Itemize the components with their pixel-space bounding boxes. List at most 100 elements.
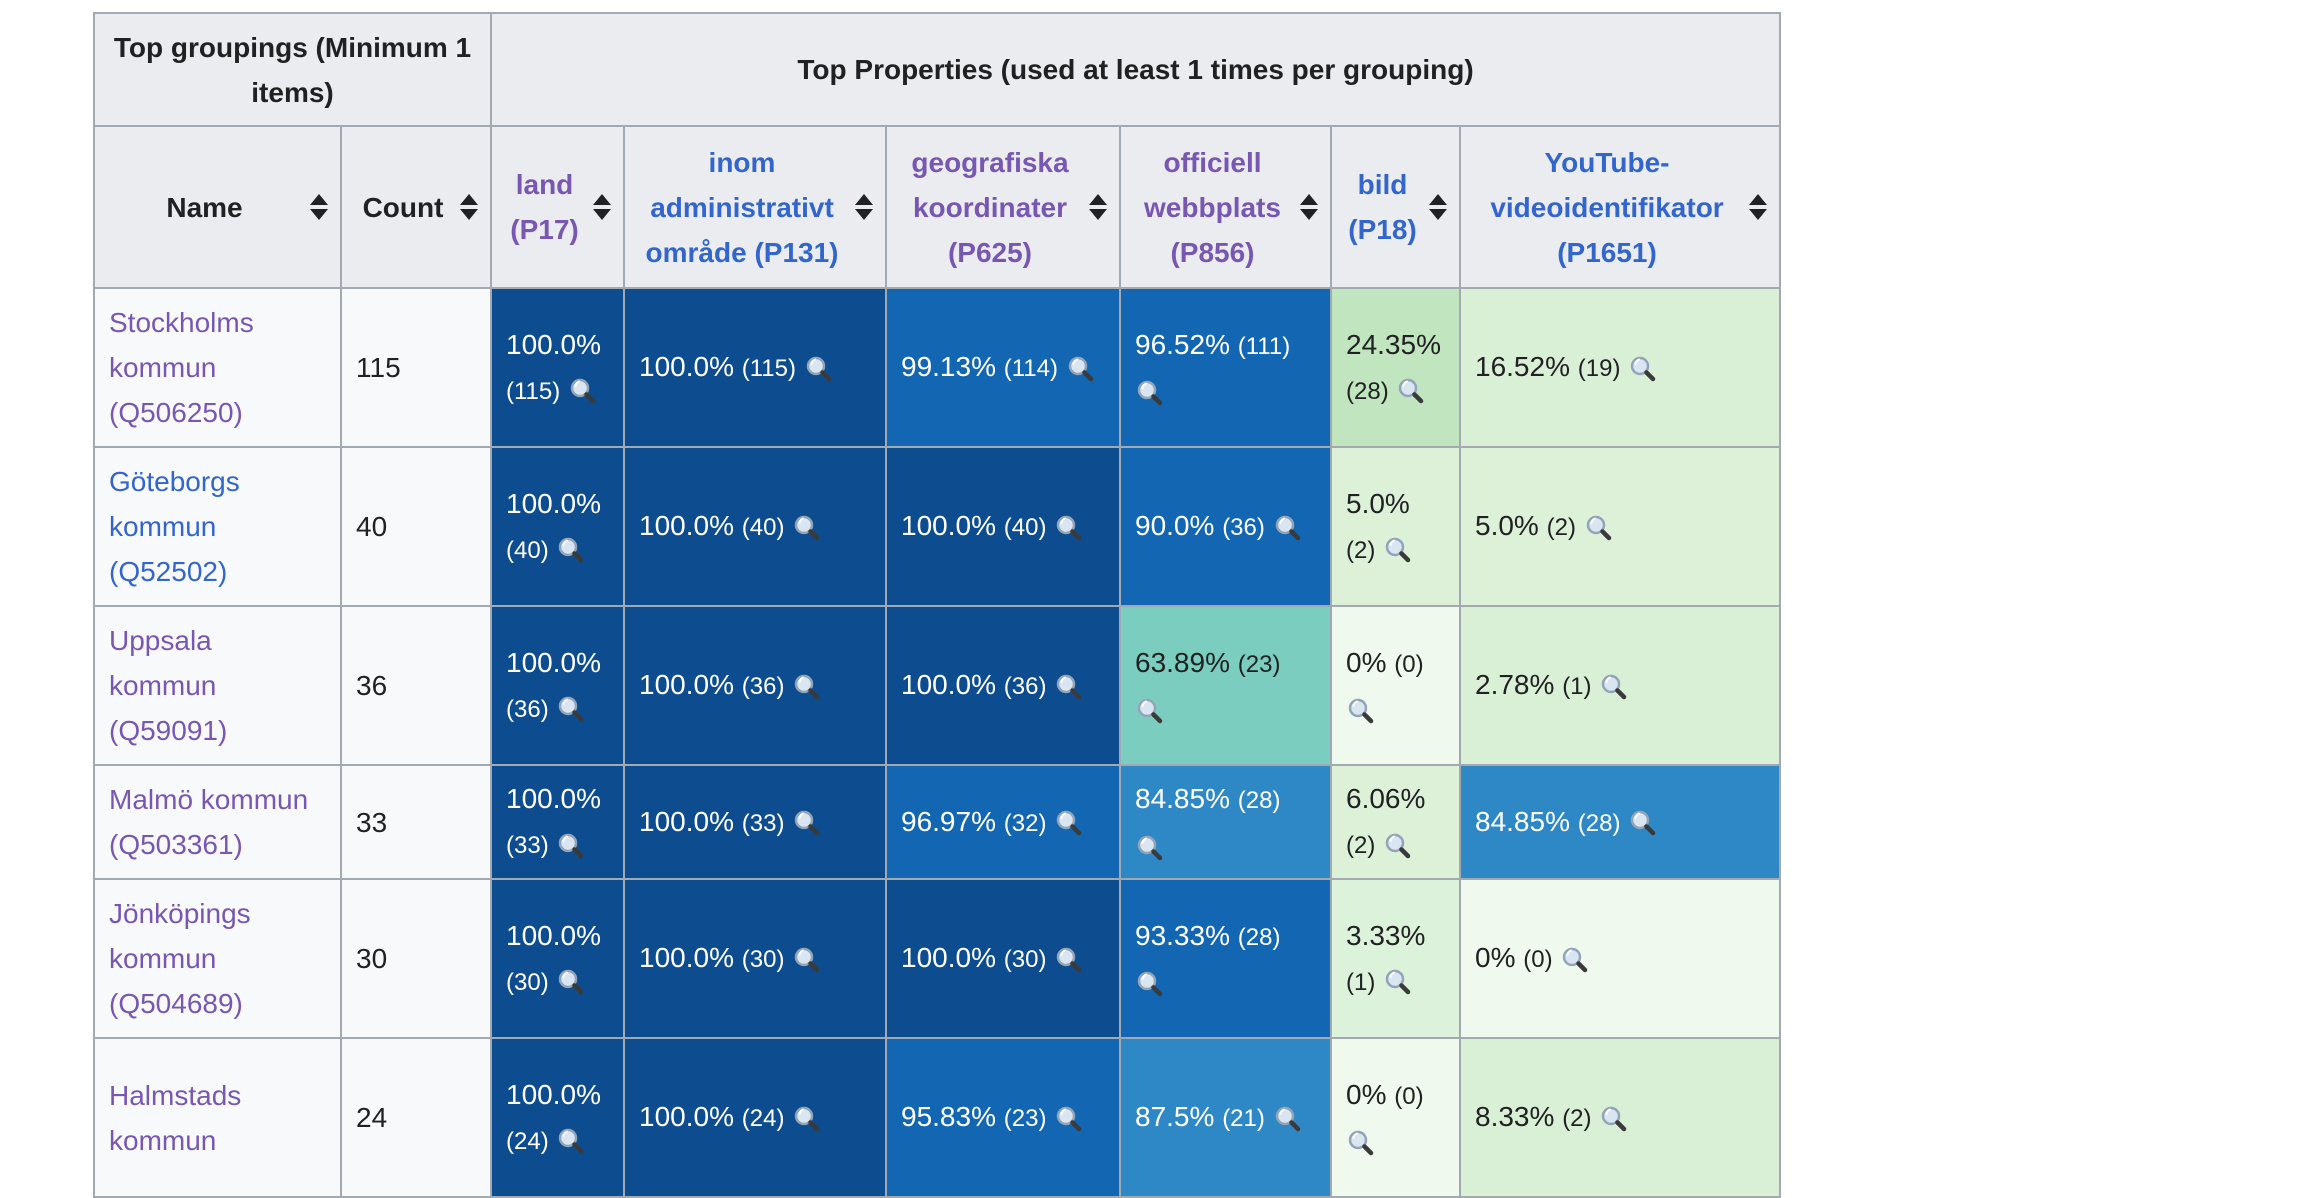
usage-count: (2) bbox=[1562, 1105, 1592, 1132]
property-link[interactable]: land (P17) bbox=[510, 169, 579, 245]
grouping-link[interactable]: Halmstads kommun bbox=[109, 1079, 242, 1156]
property-usage-cell: 95.83% (23) bbox=[885, 1037, 1121, 1198]
magnifier-icon bbox=[794, 810, 820, 836]
property-usage-cell: 100.0% (36) bbox=[623, 605, 887, 766]
property-usage-cell: 3.33% (1) bbox=[1330, 878, 1461, 1039]
magnifier-link[interactable] bbox=[1628, 354, 1658, 384]
magnifier-icon bbox=[1630, 356, 1656, 381]
magnifier-link[interactable] bbox=[1273, 513, 1303, 543]
property-column-header-p17[interactable]: land (P17) bbox=[490, 125, 625, 289]
usage-percentage: 100.0% bbox=[639, 351, 734, 382]
usage-percentage: 16.52% bbox=[1475, 351, 1570, 382]
magnifier-link[interactable] bbox=[792, 672, 822, 702]
name-column-header[interactable]: Name bbox=[93, 125, 342, 289]
magnifier-link[interactable] bbox=[556, 694, 586, 724]
magnifier-link[interactable] bbox=[556, 1126, 586, 1156]
magnifier-link[interactable] bbox=[792, 808, 822, 838]
property-usage-cell: 5.0% (2) bbox=[1458, 446, 1782, 607]
magnifier-link[interactable] bbox=[1273, 1104, 1303, 1134]
magnifier-link[interactable] bbox=[1599, 1104, 1629, 1134]
grouping-count-cell: 24 bbox=[340, 1037, 492, 1198]
property-column-header-p1651[interactable]: YouTube-videoidentifikator (P1651) bbox=[1458, 125, 1782, 289]
usage-percentage: 5.0% bbox=[1346, 487, 1410, 519]
magnifier-icon bbox=[1348, 1130, 1374, 1156]
property-usage-cell: 16.52% (19) bbox=[1458, 287, 1782, 448]
magnifier-link[interactable] bbox=[1066, 354, 1096, 384]
grouping-link[interactable]: Uppsala kommun (Q59091) bbox=[109, 625, 228, 746]
magnifier-link[interactable] bbox=[1560, 945, 1590, 975]
property-link[interactable]: officiell webbplats (P856) bbox=[1144, 146, 1281, 268]
sort-arrows-icon[interactable] bbox=[460, 194, 478, 220]
usage-percentage: 100.0% bbox=[506, 328, 601, 360]
property-usage-cell: 90.0% (36) bbox=[1119, 446, 1332, 607]
magnifier-link[interactable] bbox=[804, 354, 834, 384]
magnifier-link[interactable] bbox=[556, 535, 586, 565]
property-link[interactable]: inom administrativt område (P131) bbox=[645, 146, 839, 268]
magnifier-link[interactable] bbox=[1135, 833, 1165, 863]
magnifier-link[interactable] bbox=[1346, 696, 1376, 726]
magnifier-link[interactable] bbox=[1584, 513, 1614, 543]
count-column-label: Count bbox=[362, 191, 444, 223]
magnifier-link[interactable] bbox=[1054, 513, 1084, 543]
magnifier-link[interactable] bbox=[1383, 967, 1413, 997]
magnifier-link[interactable] bbox=[1346, 1128, 1376, 1158]
magnifier-link[interactable] bbox=[556, 831, 586, 861]
property-usage-cell: 84.85% (28) bbox=[1119, 764, 1332, 880]
property-link[interactable]: geografiska koordinater (P625) bbox=[911, 146, 1069, 268]
magnifier-link[interactable] bbox=[1054, 808, 1084, 838]
sort-arrows-icon[interactable] bbox=[1300, 194, 1318, 220]
sort-arrows-icon[interactable] bbox=[593, 194, 611, 220]
sort-arrows-icon[interactable] bbox=[1749, 194, 1768, 220]
usage-percentage: 90.0% bbox=[1135, 510, 1215, 541]
magnifier-icon bbox=[1586, 515, 1611, 540]
top-groupings-header: Top groupings (Minimum 1 items) bbox=[93, 12, 492, 127]
grouping-link[interactable]: Malmö kommun (Q503361) bbox=[109, 784, 309, 860]
magnifier-link[interactable] bbox=[556, 967, 586, 997]
magnifier-icon bbox=[1385, 833, 1411, 858]
usage-percentage: 0% bbox=[1346, 1078, 1387, 1110]
magnifier-link[interactable] bbox=[1135, 969, 1165, 999]
property-column-header-p18[interactable]: bild (P18) bbox=[1330, 125, 1461, 289]
property-column-header-p856[interactable]: officiell webbplats (P856) bbox=[1119, 125, 1332, 289]
usage-count: (30) bbox=[506, 968, 549, 996]
usage-percentage: 100.0% bbox=[506, 919, 601, 951]
usage-percentage: 3.33% bbox=[1346, 919, 1426, 951]
magnifier-link[interactable] bbox=[792, 1104, 822, 1134]
sort-arrows-icon[interactable] bbox=[1429, 194, 1447, 220]
usage-count: (111) bbox=[1237, 332, 1291, 360]
magnifier-icon bbox=[794, 674, 820, 699]
property-usage-cell: 84.85% (28) bbox=[1458, 764, 1782, 880]
magnifier-link[interactable] bbox=[1396, 376, 1426, 406]
sort-arrows-icon[interactable] bbox=[310, 194, 328, 220]
count-column-header[interactable]: Count bbox=[340, 125, 492, 289]
magnifier-link[interactable] bbox=[1135, 378, 1165, 408]
magnifier-link[interactable] bbox=[568, 376, 598, 406]
grouping-link[interactable]: Stockholms kommun (Q506250) bbox=[109, 307, 254, 428]
property-usage-cell: 100.0% (24) bbox=[490, 1037, 625, 1198]
magnifier-link[interactable] bbox=[1054, 945, 1084, 975]
magnifier-link[interactable] bbox=[1628, 808, 1658, 838]
usage-count: (40) bbox=[506, 536, 549, 564]
property-link[interactable]: bild (P18) bbox=[1348, 169, 1417, 245]
magnifier-link[interactable] bbox=[792, 513, 822, 543]
sort-arrows-icon[interactable] bbox=[1089, 194, 1107, 220]
property-usage-cell: 100.0% (30) bbox=[623, 878, 887, 1039]
magnifier-link[interactable] bbox=[1599, 672, 1629, 702]
sort-arrows-icon[interactable] bbox=[855, 194, 873, 220]
property-usage-cell: 100.0% (40) bbox=[623, 446, 887, 607]
usage-percentage: 63.89% bbox=[1135, 646, 1230, 678]
magnifier-link[interactable] bbox=[1054, 1104, 1084, 1134]
magnifier-link[interactable] bbox=[792, 945, 822, 975]
magnifier-link[interactable] bbox=[1135, 696, 1165, 726]
magnifier-link[interactable] bbox=[1383, 831, 1413, 861]
grouping-link[interactable]: Jönköpings kommun (Q504689) bbox=[109, 898, 251, 1019]
usage-percentage: 100.0% bbox=[901, 669, 996, 700]
grouping-link[interactable]: Göteborgs kommun (Q52502) bbox=[109, 466, 240, 587]
magnifier-link[interactable] bbox=[1054, 672, 1084, 702]
grouping-count-cell: 115 bbox=[340, 287, 492, 448]
property-column-header-p625[interactable]: geografiska koordinater (P625) bbox=[885, 125, 1121, 289]
magnifier-link[interactable] bbox=[1383, 535, 1413, 565]
property-column-header-p131[interactable]: inom administrativt område (P131) bbox=[623, 125, 887, 289]
property-link[interactable]: YouTube-videoidentifikator (P1651) bbox=[1490, 146, 1724, 268]
property-usage-cell: 6.06% (2) bbox=[1330, 764, 1461, 880]
